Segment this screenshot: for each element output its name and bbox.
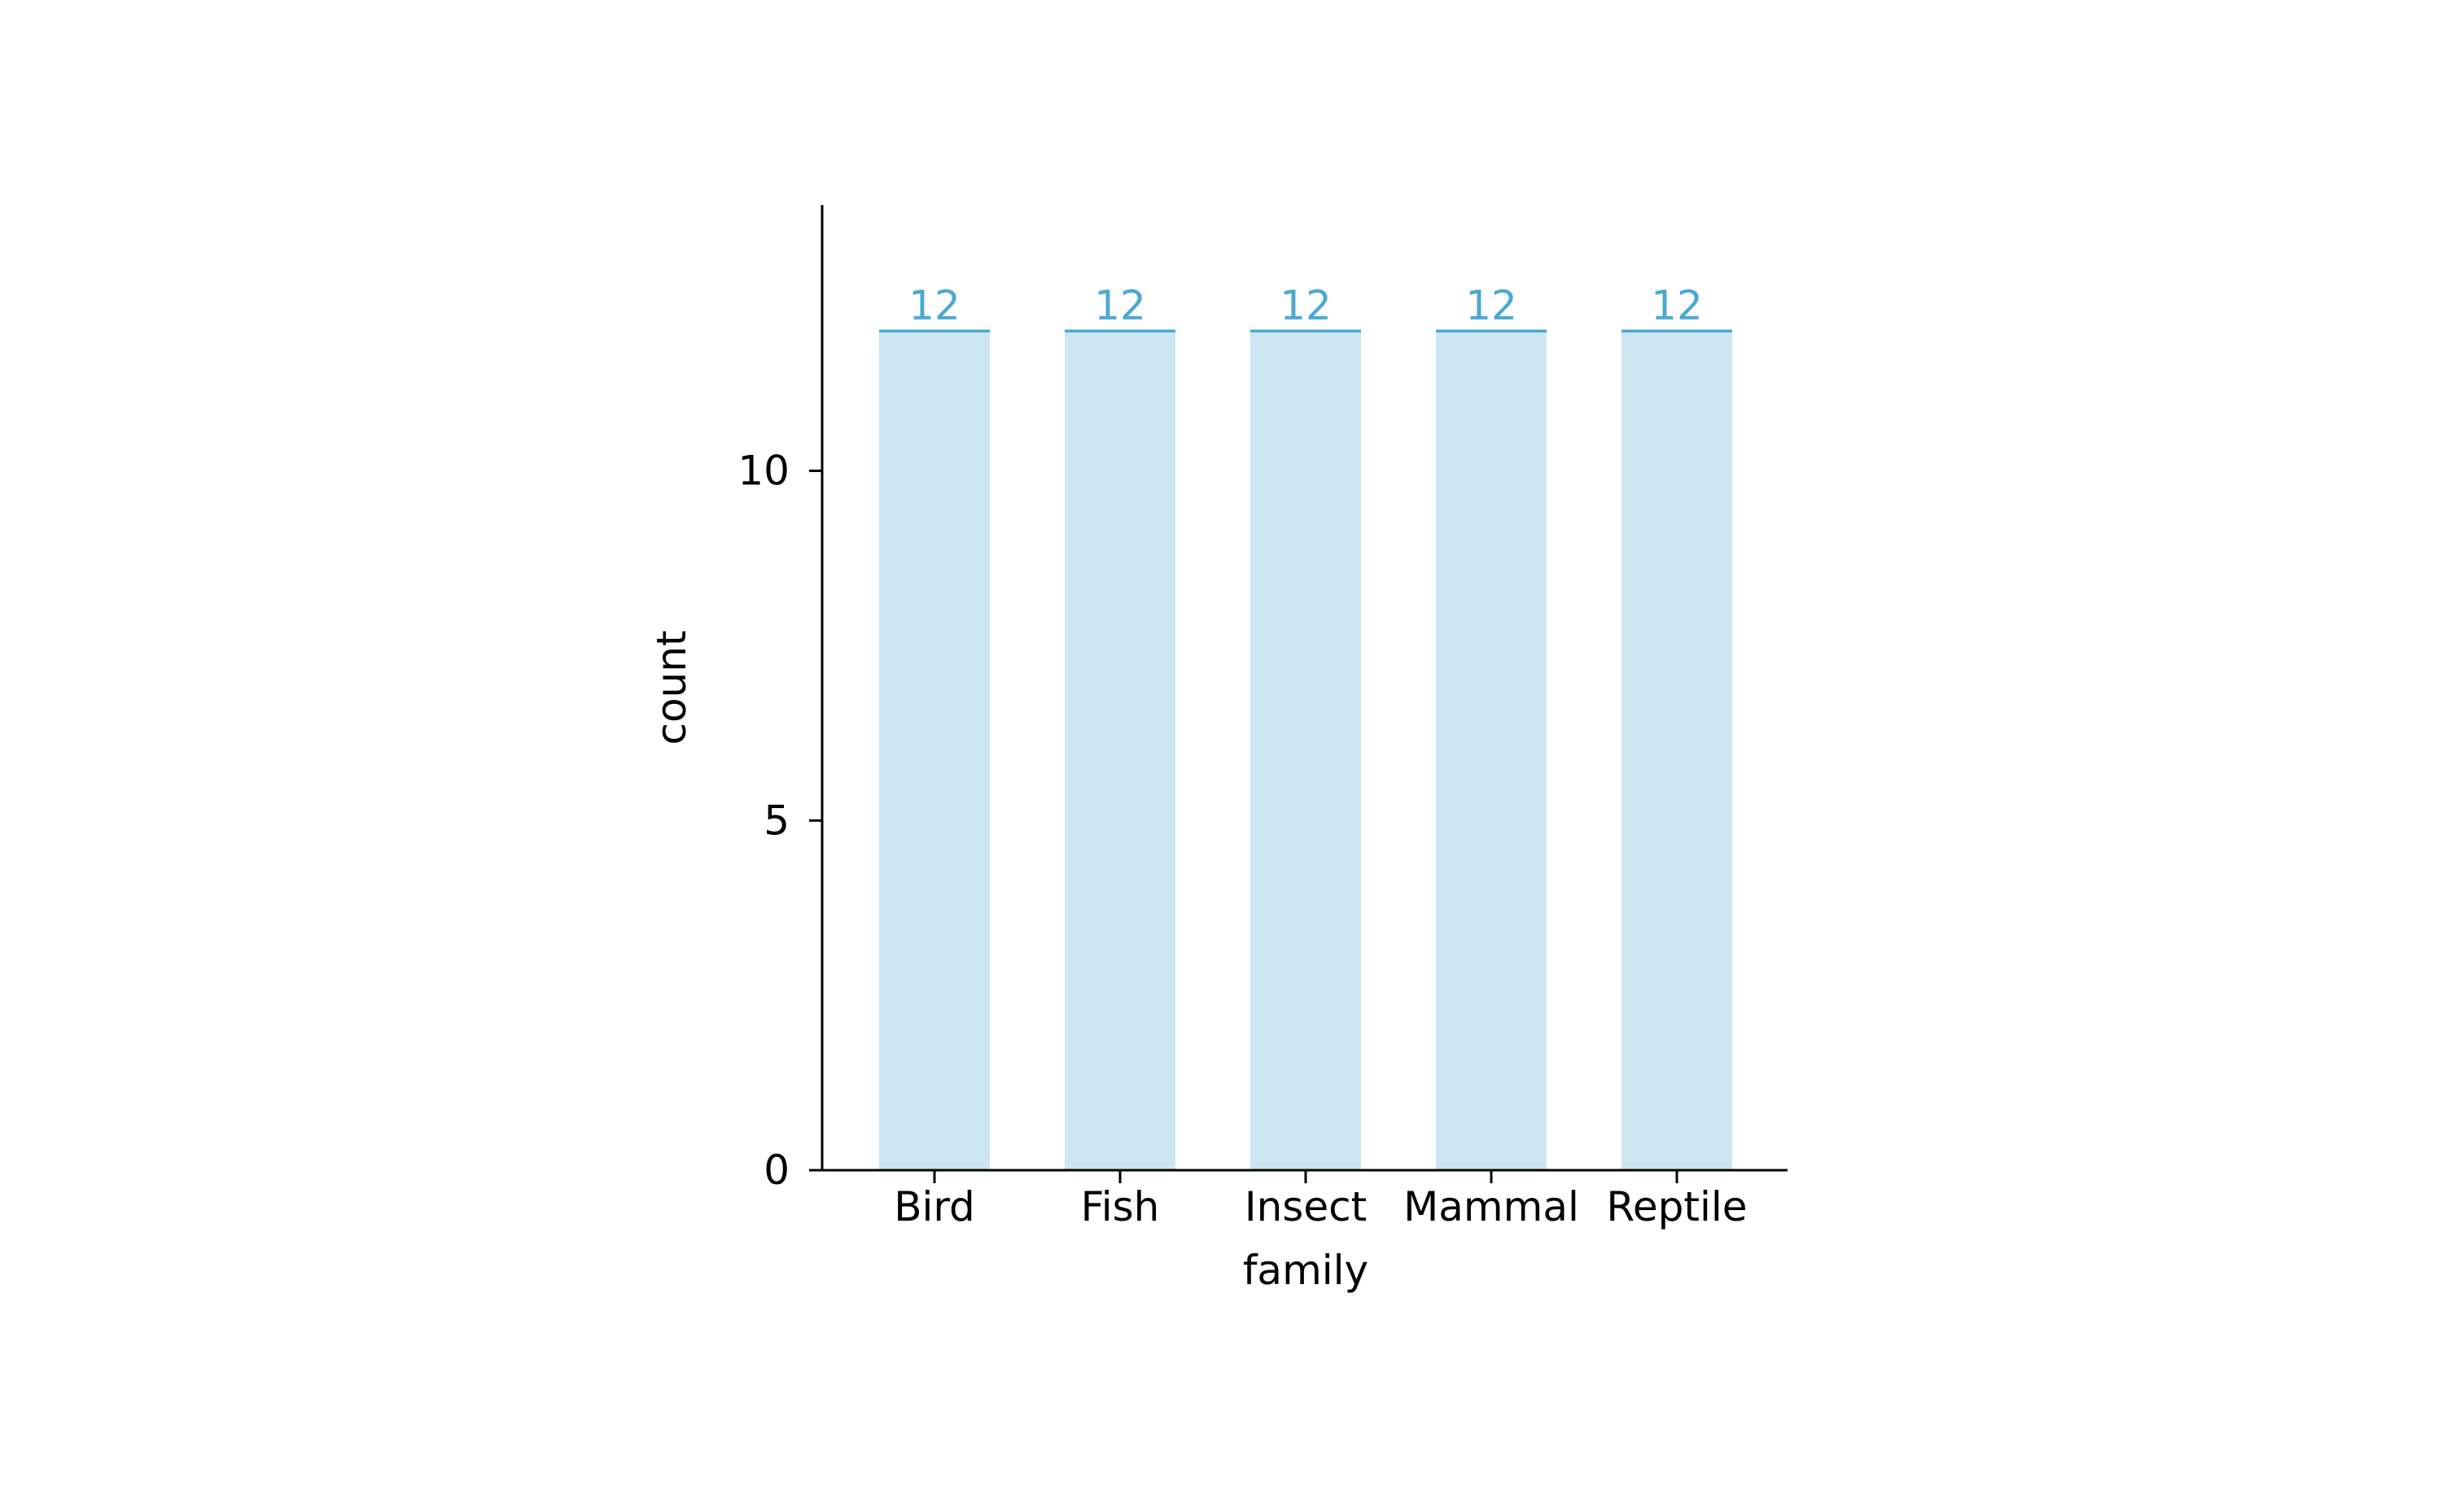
- bar-mammal: [1436, 330, 1547, 1170]
- data-label-bird: 12: [908, 282, 961, 330]
- x-tick-label-insect: Insect: [1245, 1183, 1367, 1230]
- y-tick-label-5: 5: [764, 797, 790, 844]
- x-tick-label-mammal: Mammal: [1403, 1183, 1579, 1230]
- bar-reptile: [1621, 330, 1732, 1170]
- y-tick-label-10: 10: [737, 448, 790, 495]
- ticks-layer: Bird Fish Insect Mammal Reptile 0 5 10: [737, 448, 1747, 1230]
- x-tick-label-bird: Bird: [894, 1183, 975, 1230]
- y-tick-label-0: 0: [764, 1147, 790, 1194]
- x-axis-label: family: [1243, 1247, 1368, 1294]
- y-axis-label: count: [648, 630, 695, 745]
- data-label-insect: 12: [1280, 282, 1332, 330]
- x-tick-label-fish: Fish: [1081, 1183, 1160, 1230]
- bar-bird: [879, 330, 990, 1170]
- axes-layer: [821, 205, 1788, 1172]
- bar-insect: [1250, 330, 1361, 1170]
- bar-fish: [1065, 330, 1175, 1170]
- x-tick-label-reptile: Reptile: [1606, 1183, 1747, 1230]
- data-label-fish: 12: [1094, 282, 1146, 330]
- data-label-mammal: 12: [1465, 282, 1517, 330]
- bars-layer: 12 12 12 12 12: [879, 282, 1732, 1170]
- data-label-reptile: 12: [1651, 282, 1703, 330]
